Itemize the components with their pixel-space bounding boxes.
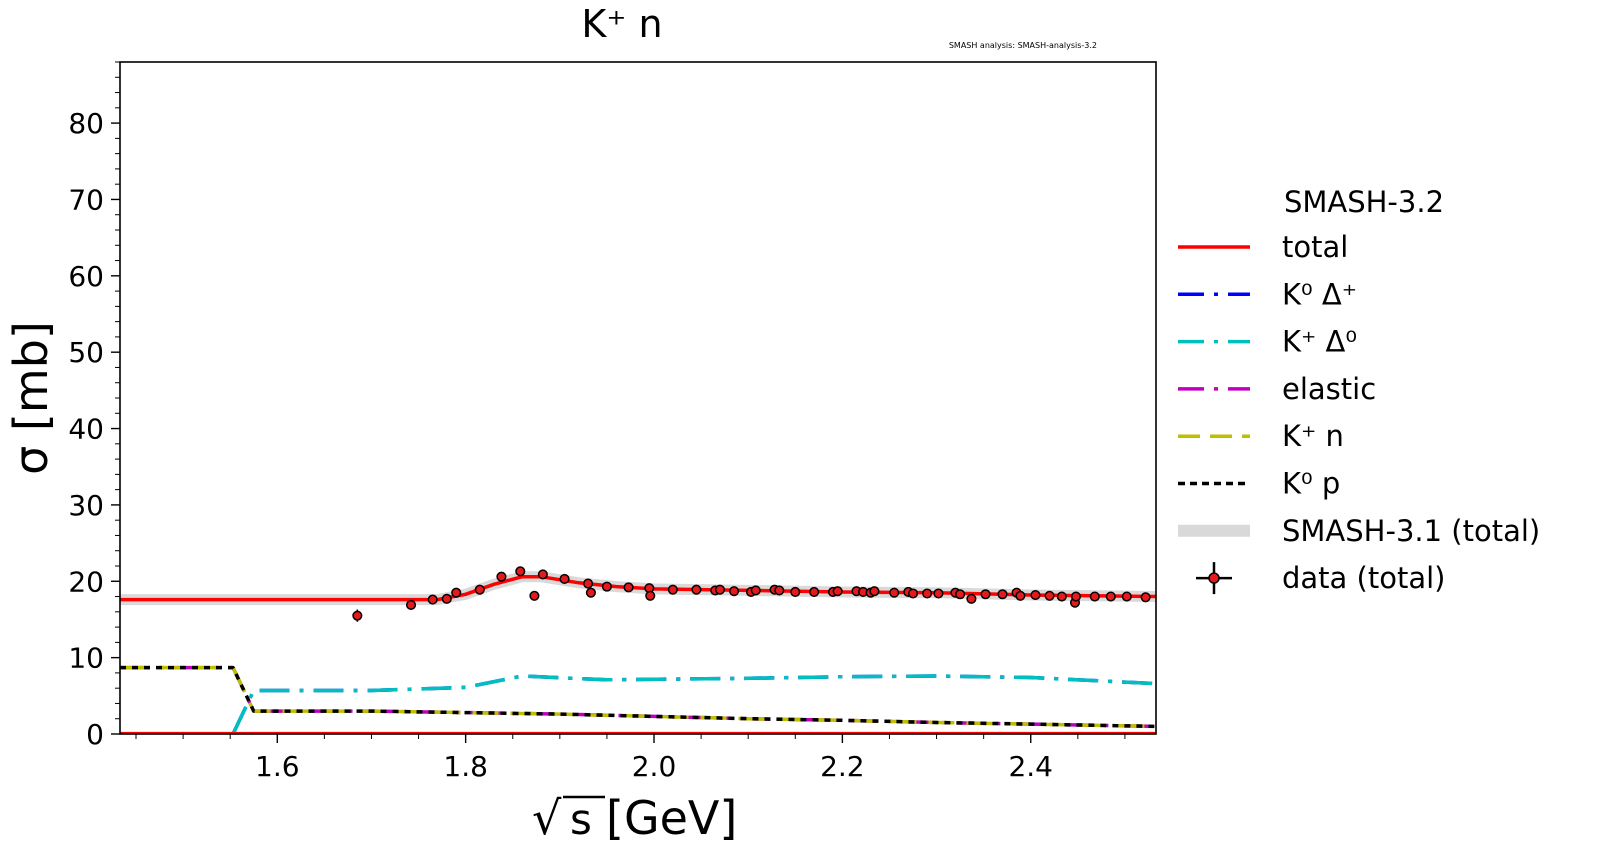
data-point	[889, 587, 900, 598]
data-point	[1044, 590, 1055, 601]
y-tick-label: 40	[68, 413, 104, 446]
data-point	[980, 589, 991, 600]
data-point	[1015, 590, 1026, 601]
series-layer	[120, 574, 1157, 735]
data-point	[667, 584, 678, 595]
series-total-line	[120, 574, 1157, 602]
y-tick-label: 30	[68, 489, 104, 522]
y-axis: 0 10 20 30 40 50 60 70 80	[68, 61, 120, 751]
data-point	[583, 578, 594, 589]
x-axis-title-unit: [GeV]	[606, 791, 737, 845]
data-point	[474, 584, 485, 595]
data-point	[774, 585, 785, 596]
y-tick-label: 0	[86, 718, 104, 751]
legend-label-data-total: data (total)	[1282, 561, 1445, 595]
data-point	[537, 569, 548, 580]
x-axis-title-s: s	[570, 795, 592, 844]
data-point	[352, 610, 363, 621]
data-point	[451, 587, 462, 598]
data-point	[750, 585, 761, 596]
data-point	[933, 588, 944, 599]
legend-label-smash-3-1-total: SMASH-3.1 (total)	[1282, 514, 1540, 548]
data-point	[1070, 591, 1081, 602]
legend-swatch-data-marker	[1208, 572, 1220, 584]
y-tick-label: 10	[68, 642, 104, 675]
data-point	[623, 582, 634, 593]
x-axis: 1.6 1.8 2.0 2.2 2.4	[135, 734, 1126, 783]
data-point	[832, 586, 843, 597]
x-axis-title: √ s [GeV]	[532, 791, 737, 845]
y-tick-label: 50	[68, 336, 104, 369]
data-point	[1121, 591, 1132, 602]
data-point	[441, 593, 452, 604]
y-tick-label: 80	[68, 107, 104, 140]
data-point	[496, 571, 507, 582]
legend-label-total: total	[1282, 230, 1348, 264]
chart-title: K⁺ n	[581, 2, 662, 46]
data-point	[1140, 592, 1151, 603]
series-k-n-line	[120, 665, 1157, 729]
data-point	[691, 584, 702, 595]
data-point	[405, 599, 417, 610]
legend-label-elastic: elastic	[1282, 372, 1376, 406]
y-tick-label: 70	[68, 183, 104, 216]
data-point	[427, 594, 438, 605]
data-point	[585, 587, 596, 598]
x-tick-label: 2.4	[1008, 750, 1053, 783]
data-point	[1030, 589, 1041, 601]
data-point	[869, 586, 880, 597]
x-tick-label: 1.8	[443, 750, 488, 783]
x-tick-label: 2.0	[632, 750, 677, 783]
data-point	[922, 588, 933, 599]
data-point	[955, 589, 966, 600]
data-point	[529, 590, 540, 601]
data-point	[997, 589, 1008, 600]
data-point	[1089, 591, 1100, 602]
data-point	[645, 590, 656, 601]
points-layer	[352, 566, 1151, 622]
data-point	[907, 588, 919, 599]
x-axis-title-sqrt: √	[532, 791, 562, 845]
legend-title: SMASH-3.2	[1284, 185, 1444, 219]
y-axis-title: σ [mb]	[4, 321, 58, 475]
data-point	[601, 581, 612, 592]
y-tick-label: 60	[68, 260, 104, 293]
data-point	[729, 586, 740, 597]
y-tick-label: 20	[68, 565, 104, 598]
data-point	[714, 584, 725, 595]
data-point	[790, 586, 801, 598]
data-point	[1105, 591, 1116, 602]
data-point	[515, 566, 526, 577]
plot-frame	[120, 62, 1156, 734]
x-tick-label: 2.2	[820, 750, 865, 783]
x-tick-label: 1.6	[255, 750, 300, 783]
data-point	[559, 573, 570, 585]
legend-label-k: K⁰ Δ⁺	[1282, 277, 1357, 311]
data-point	[809, 586, 820, 598]
legend-items: total K⁰ Δ⁺ K⁺ Δ⁰ elastic K⁺ n K⁰ p SMASH-3.1 …	[1178, 230, 1540, 595]
data-point	[966, 593, 977, 604]
legend-label-k: K⁺ Δ⁰	[1282, 325, 1357, 359]
series-k-line	[231, 674, 1157, 735]
legend-label-k-n: K⁺ n	[1282, 419, 1344, 453]
plot-area	[119, 61, 1157, 735]
data-point	[1056, 591, 1067, 602]
legend: SMASH-3.2 total K⁰ Δ⁺ K⁺ Δ⁰ elastic K⁺ n K⁰ p…	[1178, 185, 1540, 595]
legend-label-k-p: K⁰ p	[1282, 467, 1340, 501]
watermark: SMASH analysis: SMASH-analysis-3.2	[949, 41, 1097, 50]
